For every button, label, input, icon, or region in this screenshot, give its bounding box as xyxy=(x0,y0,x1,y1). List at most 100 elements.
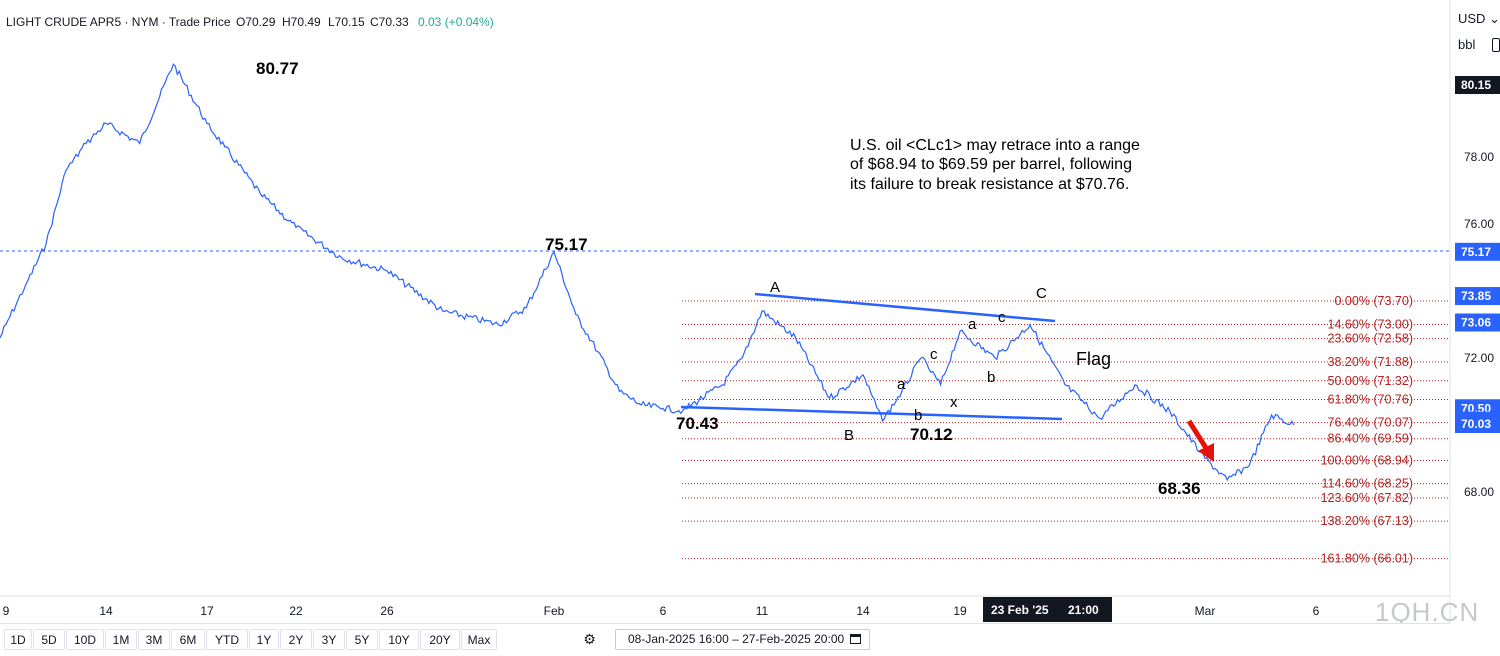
wave-labels: A B C a b c a b c x xyxy=(770,279,1047,444)
price-tag-bg xyxy=(1455,313,1500,332)
range-button-2y[interactable]: 2Y xyxy=(280,629,312,650)
watermark: 1QH.CN xyxy=(1375,597,1480,627)
date-range-text: 08-Jan-2025 16:00 – 27-Feb-2025 20:00 xyxy=(628,632,845,646)
y-tick-label: 78.00 xyxy=(1464,150,1494,164)
fib-level-label: 138.20% (67.13) xyxy=(1321,514,1413,528)
x-tick-label: 22 xyxy=(289,604,303,618)
ohlc-high: H70.49 xyxy=(282,15,321,29)
price-tag-bg xyxy=(1455,414,1500,433)
price-line xyxy=(0,63,1295,482)
upper-trendline xyxy=(754,292,1056,323)
commentary-note: U.S. oil <CLc1> may retrace into a range… xyxy=(850,137,1140,193)
fib-level-label: 14.60% (73.00) xyxy=(1328,318,1413,332)
annotation-low-2: 70.12 xyxy=(910,425,953,444)
wave-label-b2: b xyxy=(987,369,995,386)
x-tick-label: 14 xyxy=(99,604,113,618)
range-button-5y[interactable]: 5Y xyxy=(346,629,378,650)
x-tick-label: 19 xyxy=(953,604,967,618)
range-button-5d[interactable]: 5D xyxy=(33,629,65,650)
range-button-20y[interactable]: 20Y xyxy=(420,629,460,650)
range-button-10y[interactable]: 10Y xyxy=(379,629,419,650)
wave-label-a2: a xyxy=(968,316,977,333)
wave-label-c2: c xyxy=(998,309,1006,326)
fibonacci-levels: 0.00% (73.70) 14.60% (73.00)23.60% (72.58… xyxy=(682,294,1450,566)
range-button-ytd[interactable]: YTD xyxy=(206,629,248,650)
unit-label: bbl xyxy=(1458,37,1476,52)
fib-level-label: 0.00% (73.70) xyxy=(1334,294,1413,308)
fib-level-label: 76.40% (70.07) xyxy=(1328,416,1413,430)
trend-lines xyxy=(680,292,1063,421)
lower-trendline xyxy=(680,405,1063,421)
wave-label-c1: c xyxy=(930,346,938,363)
chart-header: LIGHT CRUDE APR5 · NYM · Trade Price O70… xyxy=(6,15,494,29)
x-tick-label: 6 xyxy=(660,604,667,618)
crosshair-label: 23 Feb '25 21:00 xyxy=(983,597,1112,622)
price-tag-bg xyxy=(1455,242,1500,261)
range-toolbar: 1D 5D 10D 1M 3M 6M YTD 1Y 2Y 3Y 5Y 10Y 20Y Max ⚙ 08-J… xyxy=(0,623,1450,656)
down-arrow-icon xyxy=(1186,419,1214,462)
x-tick-label: 6 xyxy=(1313,604,1320,618)
currency-selector[interactable]: USD ⌄ xyxy=(1452,8,1500,30)
price-tag-label: 70.03 xyxy=(1461,417,1491,431)
y-tick-label: 72.00 xyxy=(1464,351,1494,365)
wave-label-A: A xyxy=(770,279,780,296)
x-axis[interactable]: 9 14 17 22 26 Feb 6 11 14 19 Mar 6 xyxy=(3,604,1320,618)
range-button-1y[interactable]: 1Y xyxy=(249,629,279,650)
fib-level-label: 161.80% (66.01) xyxy=(1321,552,1413,566)
price-series xyxy=(0,63,1295,482)
ohlc-close: C70.33 xyxy=(370,15,409,29)
price-annotations: 80.77 75.17 70.43 70.12 68.36 Flag xyxy=(256,59,1201,498)
fib-level-label: 114.60% (68.25) xyxy=(1322,477,1414,491)
annotation-low-1: 70.43 xyxy=(676,414,719,433)
fib-level-label: 61.80% (70.76) xyxy=(1328,393,1413,407)
price-tag-label: 73.85 xyxy=(1461,289,1491,303)
x-tick-label: 14 xyxy=(856,604,870,618)
note-line-2: of $68.94 to $69.59 per barrel, followin… xyxy=(850,156,1132,173)
range-button-10d[interactable]: 10D xyxy=(66,629,104,650)
annotation-high: 80.77 xyxy=(256,59,299,78)
scroll-handle-icon[interactable] xyxy=(1492,38,1500,52)
ohlc-change: 0.03 (+0.04%) xyxy=(418,15,494,29)
annotation-feb-high: 75.17 xyxy=(545,235,588,254)
price-tag-bg xyxy=(1455,287,1500,306)
ohlc-open: O70.29 xyxy=(236,15,276,29)
calendar-icon xyxy=(850,634,861,644)
fib-level-label: 100.00% (68.94) xyxy=(1321,454,1413,468)
fib-level-label: 50.00% (71.32) xyxy=(1328,374,1413,388)
note-line-3: its failure to break resistance at $70.7… xyxy=(850,176,1129,193)
price-tag-bg xyxy=(1455,76,1500,94)
wave-label-x: x xyxy=(950,394,958,411)
range-button-3m[interactable]: 3M xyxy=(138,629,170,650)
x-tick-label: Feb xyxy=(544,604,565,618)
gear-icon[interactable]: ⚙ xyxy=(583,631,596,647)
annotation-flag: Flag xyxy=(1076,349,1111,369)
price-tag-label: 80.15 xyxy=(1461,78,1491,92)
y-tick-label: 68.00 xyxy=(1464,485,1494,499)
x-tick-label: Mar xyxy=(1195,604,1216,618)
x-tick-label: 17 xyxy=(200,604,214,618)
fib-level-label: 23.60% (72.58) xyxy=(1328,332,1413,346)
range-button-1d[interactable]: 1D xyxy=(4,629,32,650)
crosshair-time: 21:00 xyxy=(1068,603,1099,617)
note-line-1: U.S. oil <CLc1> may retrace into a range xyxy=(850,137,1140,154)
range-button-max[interactable]: Max xyxy=(461,629,497,650)
range-button-3y[interactable]: 3Y xyxy=(313,629,345,650)
wave-label-C: C xyxy=(1036,285,1047,302)
range-button-1m[interactable]: 1M xyxy=(105,629,137,650)
annotation-low-3: 68.36 xyxy=(1158,479,1201,498)
wave-label-b1: b xyxy=(914,407,922,424)
wave-label-B: B xyxy=(844,427,854,444)
unit-selector[interactable]: bbl xyxy=(1452,34,1500,56)
range-button-6m[interactable]: 6M xyxy=(171,629,205,650)
fib-level-label: 123.60% (67.82) xyxy=(1321,491,1413,505)
x-tick-label: 26 xyxy=(380,604,394,618)
fib-level-label: 38.20% (71.88) xyxy=(1328,355,1413,369)
date-range-field[interactable]: 08-Jan-2025 16:00 – 27-Feb-2025 20:00 xyxy=(615,629,870,650)
ohlc-low: L70.15 xyxy=(328,15,365,29)
price-tag-label: 75.17 xyxy=(1461,245,1491,259)
x-tick-label: 11 xyxy=(756,604,769,618)
crosshair-date: 23 Feb '25 xyxy=(991,603,1049,617)
